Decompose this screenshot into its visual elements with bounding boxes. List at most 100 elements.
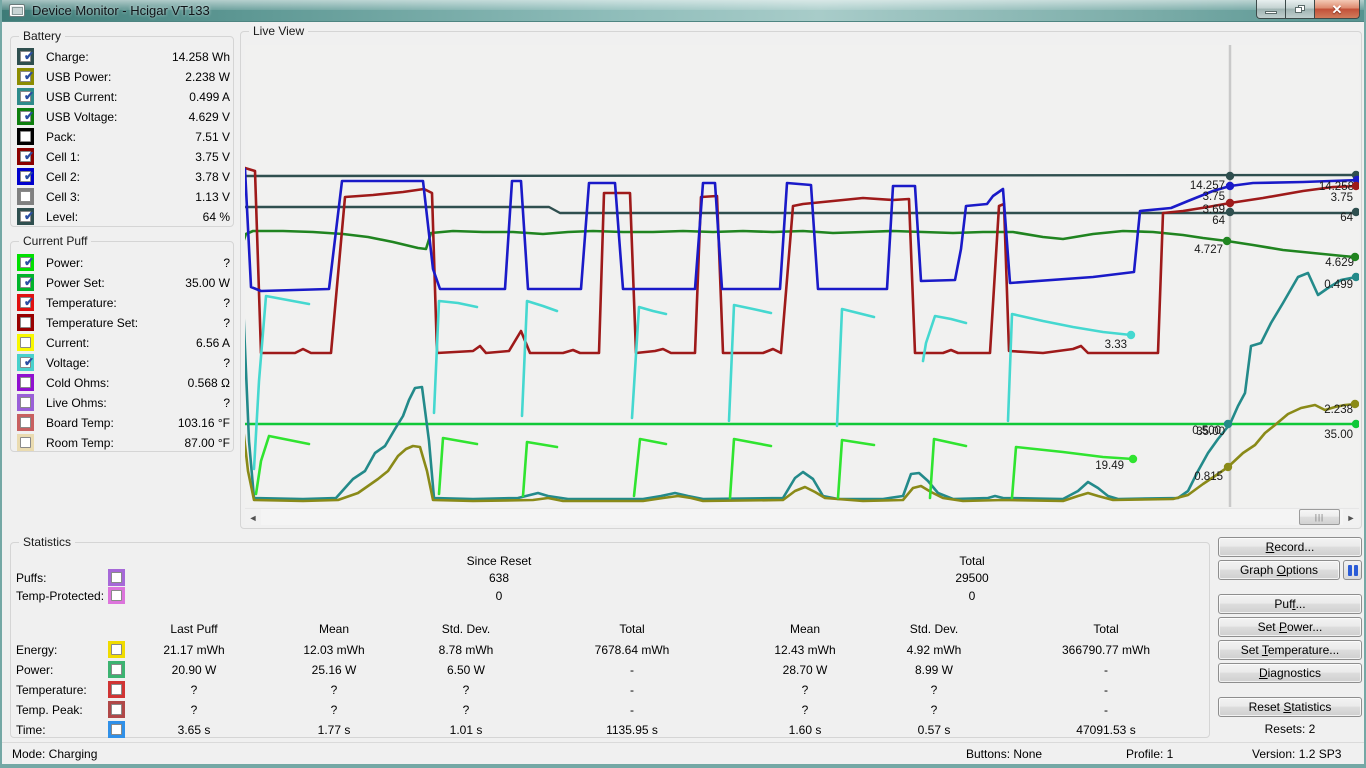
battery-level-value: 64 %: [202, 210, 230, 224]
puff-room-temp-checkbox[interactable]: [17, 434, 34, 451]
battery-cell-1-checkbox[interactable]: ✔: [17, 148, 34, 165]
battery-pack-value: 7.51 V: [195, 130, 230, 144]
pause-graph-button[interactable]: [1343, 560, 1362, 580]
checkbox-box: [20, 131, 31, 142]
puff-temperature-set-value: ?: [223, 316, 230, 330]
stats-value: 12.03 mWh: [303, 643, 365, 657]
checkbox-box: [111, 664, 122, 675]
chart-value-label: 3.33: [1105, 339, 1127, 351]
statistics-group: Statistics: [10, 535, 1210, 738]
close-button[interactable]: ✕: [1315, 0, 1360, 19]
diagnostics-button[interactable]: Diagnostics: [1218, 663, 1362, 683]
puff-power-trace-4: [632, 437, 668, 498]
puff-power-trace-6: [836, 438, 876, 500]
status-profile: Profile: 1: [1126, 747, 1174, 761]
battery-usb-power-checkbox[interactable]: ✔: [17, 68, 34, 85]
puff-current-checkbox[interactable]: [17, 334, 34, 351]
puff-button[interactable]: Puff...: [1218, 594, 1362, 614]
battery-charge-checkbox[interactable]: ✔: [17, 48, 34, 65]
puff-power-trace-5: [728, 437, 773, 500]
scroll-left-button[interactable]: ◄: [245, 509, 261, 525]
battery-usb-voltage-checkbox[interactable]: ✔: [17, 108, 34, 125]
stats-column-header: Std. Dev.: [441, 622, 491, 636]
puff-temperature-value: ?: [223, 296, 230, 310]
record-button[interactable]: Record...: [1218, 537, 1362, 557]
minimize-button[interactable]: [1256, 0, 1286, 19]
checkbox-box: [111, 684, 122, 695]
puff-voltage-checkbox[interactable]: ✔: [17, 354, 34, 371]
titlebar[interactable]: Device Monitor - Hcigar VT133 ✕: [2, 0, 1364, 22]
battery-usb-power-value: 2.238 W: [185, 70, 230, 84]
battery-cell-3-label: Cell 3:: [46, 190, 81, 204]
stats-checkbox[interactable]: [108, 661, 125, 678]
battery-usb-voltage-label: USB Voltage:: [46, 110, 118, 124]
puff-power-set-label: Power Set:: [46, 276, 105, 290]
puff-voltage-trace-5: [727, 303, 773, 423]
stats-checkbox[interactable]: [108, 701, 125, 718]
checkbox-box: [20, 337, 31, 348]
pause-icon: [1347, 564, 1352, 576]
graph-options-button[interactable]: Graph Options: [1218, 560, 1340, 580]
chart-data-point: [1222, 236, 1232, 246]
puff-power-set-value: 35.00 W: [185, 276, 230, 290]
stats-value: 0: [968, 589, 976, 603]
puff-temperature-checkbox[interactable]: ✔: [17, 294, 34, 311]
puff-temperature-set-checkbox[interactable]: [17, 314, 34, 331]
battery-usb-power-row: ✔ USB Power: 2.238 W: [16, 67, 230, 87]
checkmark-icon: ✔: [24, 169, 35, 183]
current-puff-group: Current Puff ✔ Power:? ✔ Power Set: 35.00 W ✔…: [10, 234, 234, 452]
checkmark-icon: ✔: [24, 69, 35, 83]
chart-value-label: 19.49: [1095, 460, 1124, 472]
resets-count: Resets: 2: [1264, 722, 1316, 736]
stats-value: ?: [330, 703, 338, 717]
stats-checkbox[interactable]: [108, 641, 125, 658]
puff-power-set-checkbox[interactable]: ✔: [17, 274, 34, 291]
scroll-thumb[interactable]: |||: [1299, 509, 1340, 525]
set-power-button[interactable]: Set Power...: [1218, 617, 1362, 637]
stats-value: ?: [930, 703, 938, 717]
chart-value-label: 64: [1340, 212, 1353, 224]
restore-icon: [1295, 5, 1305, 13]
stats-value: ?: [190, 683, 198, 697]
checkbox-box: [20, 191, 31, 202]
stats-value: 0: [495, 589, 503, 603]
puff-power-checkbox[interactable]: ✔: [17, 254, 34, 271]
stats-checkbox[interactable]: [108, 721, 125, 738]
stats-checkbox[interactable]: [108, 587, 125, 604]
close-icon: ✕: [1331, 1, 1343, 17]
status-mode: Mode: Charging: [12, 747, 98, 761]
puff-board-temp-checkbox[interactable]: [17, 414, 34, 431]
stats-checkbox[interactable]: [108, 681, 125, 698]
stats-value: 1135.95 s: [606, 723, 658, 737]
set-temperature-button[interactable]: Set Temperature...: [1218, 640, 1362, 660]
stats-column-header: Std. Dev.: [909, 622, 959, 636]
reset-statistics-button[interactable]: Reset Statistics: [1218, 697, 1362, 717]
puff-live-ohms-checkbox[interactable]: [17, 394, 34, 411]
restore-button[interactable]: [1286, 0, 1315, 19]
battery-usb-current-value: 0.499 A: [189, 90, 230, 104]
puff-cold-ohms-checkbox[interactable]: [17, 374, 34, 391]
chart-horizontal-scrollbar[interactable]: ◄ ||| ►: [245, 508, 1359, 525]
checkmark-icon: ✔: [24, 355, 35, 369]
chart-data-point: [1350, 399, 1359, 409]
stats-row-label: Power:: [16, 663, 54, 677]
checkbox-box: ✔: [20, 209, 35, 223]
live-view-chart[interactable]: 14.257 3.75 3.69 64 4.727 35.00 0.500 0.815 3.33…: [245, 45, 1359, 507]
stats-checkbox[interactable]: [108, 569, 125, 586]
scroll-right-button[interactable]: ►: [1343, 509, 1359, 525]
puff-voltage-trace-3: [520, 299, 559, 418]
chart-value-label: 14.258: [1319, 181, 1354, 193]
puff-power-trace-7: [928, 437, 968, 500]
checkbox-box: [20, 397, 31, 408]
battery-pack-checkbox[interactable]: [17, 128, 34, 145]
battery-level-checkbox[interactable]: ✔: [17, 208, 34, 225]
stats-value: 8.99 W: [914, 663, 954, 677]
battery-cell-2-checkbox[interactable]: ✔: [17, 168, 34, 185]
battery-cell-3-checkbox[interactable]: [17, 188, 34, 205]
checkbox-box: [20, 437, 31, 448]
chart-value-label: 4.629: [1325, 257, 1354, 269]
checkmark-icon: ✔: [24, 209, 35, 223]
battery-usb-current-checkbox[interactable]: ✔: [17, 88, 34, 105]
checkbox-box: ✔: [20, 255, 34, 269]
battery-cell-3-value: 1.13 V: [195, 190, 230, 204]
